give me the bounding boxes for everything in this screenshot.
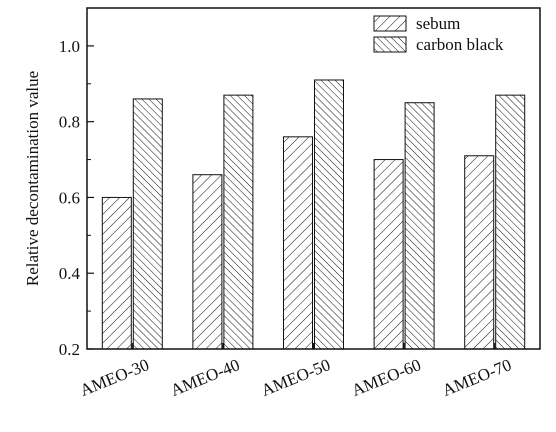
x-tick-label: AMEO-40 bbox=[168, 355, 243, 400]
x-tick-label: AMEO-50 bbox=[258, 355, 333, 400]
legend-label-carbon-black: carbon black bbox=[416, 35, 504, 54]
bar-carbon-black-AMEO-60 bbox=[404, 102, 435, 350]
bar-sebum-AMEO-50 bbox=[283, 136, 313, 350]
y-axis: 0.2 0.4 0.6 0.8 1.0 bbox=[59, 7, 94, 359]
bar-carbon-black-AMEO-50 bbox=[314, 79, 344, 350]
bar-sebum-AMEO-40 bbox=[192, 174, 223, 350]
legend-swatch-carbon-black bbox=[373, 36, 407, 53]
x-axis: AMEO-30 AMEO-40 AMEO-50 AMEO-60 AMEO-70 bbox=[77, 343, 514, 400]
legend: sebum carbon black bbox=[373, 14, 504, 54]
legend-label-sebum: sebum bbox=[416, 14, 460, 33]
bar-carbon-black-AMEO-40 bbox=[223, 94, 254, 350]
x-tick-label: AMEO-60 bbox=[349, 355, 424, 400]
bar-sebum-AMEO-60 bbox=[373, 159, 404, 350]
y-tick-label: 1.0 bbox=[59, 37, 80, 56]
bar-sebum-AMEO-30 bbox=[101, 196, 132, 350]
y-tick-label: 0.6 bbox=[59, 188, 80, 207]
x-tick-label: AMEO-30 bbox=[77, 355, 152, 400]
bar-sebum-AMEO-70 bbox=[464, 155, 495, 350]
bar-carbon-black-AMEO-30 bbox=[132, 98, 163, 350]
y-axis-label: Relative decontamination value bbox=[23, 71, 42, 286]
y-tick-label: 0.4 bbox=[59, 264, 81, 283]
y-tick-label: 0.2 bbox=[59, 340, 80, 359]
bar-carbon-black-AMEO-70 bbox=[495, 94, 526, 350]
legend-swatch-sebum bbox=[373, 15, 407, 32]
bars-layer bbox=[101, 79, 526, 350]
x-tick-label: AMEO-70 bbox=[440, 355, 515, 400]
y-tick-label: 0.8 bbox=[59, 113, 80, 132]
